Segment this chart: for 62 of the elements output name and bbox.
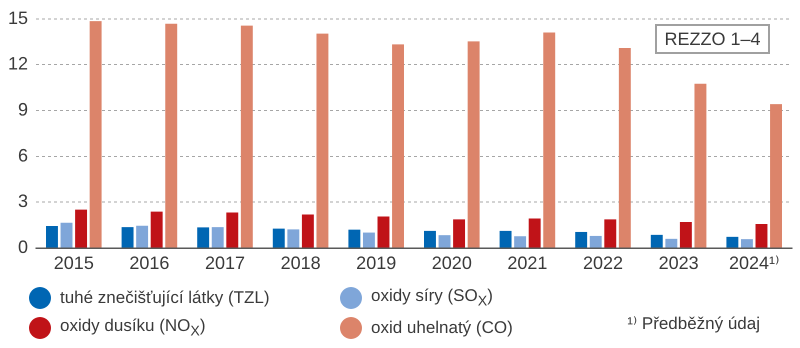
annotation: REZZO 1–4 bbox=[655, 24, 770, 54]
bar bbox=[302, 214, 314, 248]
bar bbox=[650, 234, 663, 248]
bar bbox=[468, 41, 480, 248]
bar bbox=[75, 210, 88, 248]
bar bbox=[348, 230, 360, 248]
x-tick-label: 2023 bbox=[658, 252, 699, 273]
bar bbox=[770, 104, 782, 248]
x-tick-label: 2016 bbox=[129, 252, 170, 273]
bar bbox=[590, 236, 602, 248]
bar bbox=[665, 238, 678, 248]
bar bbox=[543, 32, 556, 248]
bar bbox=[392, 44, 404, 248]
x-tick-label: 2018 bbox=[280, 252, 321, 273]
bar bbox=[272, 228, 285, 248]
legend-label: tuhé znečišťující látky (TZL) bbox=[60, 288, 270, 308]
bar bbox=[726, 236, 738, 248]
bar bbox=[316, 34, 328, 248]
y-tick-label: 12 bbox=[8, 54, 28, 74]
bar bbox=[136, 226, 148, 248]
bar bbox=[60, 222, 72, 248]
y-tick-label: 15 bbox=[8, 8, 28, 28]
bar bbox=[528, 218, 541, 248]
text: ¹⁾ Předběžný údaj bbox=[627, 314, 760, 334]
bar bbox=[240, 26, 253, 248]
bar bbox=[575, 232, 588, 248]
bar bbox=[46, 226, 58, 248]
bar bbox=[500, 230, 512, 248]
x-tick-label: 2024¹⁾ bbox=[728, 252, 780, 273]
bar bbox=[438, 235, 450, 248]
legend-label: oxid uhelnatý (CO) bbox=[371, 318, 513, 338]
bar bbox=[362, 232, 375, 248]
y-tick-label: 6 bbox=[18, 145, 28, 166]
bar bbox=[165, 24, 178, 248]
bar bbox=[756, 224, 768, 248]
x-tick-label: 2022 bbox=[582, 252, 624, 273]
bar bbox=[122, 227, 134, 248]
x-tick-label: 2019 bbox=[356, 252, 396, 273]
bar bbox=[226, 212, 238, 248]
y-tick-label: 9 bbox=[18, 99, 28, 120]
x-tick-label: 2020 bbox=[432, 252, 472, 273]
y-tick-label: 3 bbox=[18, 191, 28, 212]
bar bbox=[514, 236, 526, 248]
bar bbox=[453, 219, 466, 248]
bar bbox=[740, 239, 753, 248]
bar bbox=[197, 227, 210, 248]
legend-label: oxidy síry (SO$_{X}$) bbox=[371, 286, 493, 310]
bar bbox=[424, 230, 436, 248]
bar bbox=[378, 216, 390, 248]
bar bbox=[287, 229, 300, 248]
bar bbox=[90, 21, 102, 248]
x-tick-label: 2021 bbox=[507, 252, 548, 273]
legend-label: oxidy dusíku (NO$_{X}$) bbox=[60, 316, 206, 340]
bar bbox=[150, 212, 163, 248]
bar bbox=[618, 48, 631, 248]
bar bbox=[604, 219, 616, 248]
bar bbox=[212, 227, 224, 248]
y-tick-label: 0 bbox=[18, 236, 28, 257]
bar bbox=[680, 222, 692, 248]
bar bbox=[694, 84, 706, 248]
x-tick-label: 2015 bbox=[54, 252, 94, 273]
x-tick-label: 2017 bbox=[204, 252, 246, 273]
